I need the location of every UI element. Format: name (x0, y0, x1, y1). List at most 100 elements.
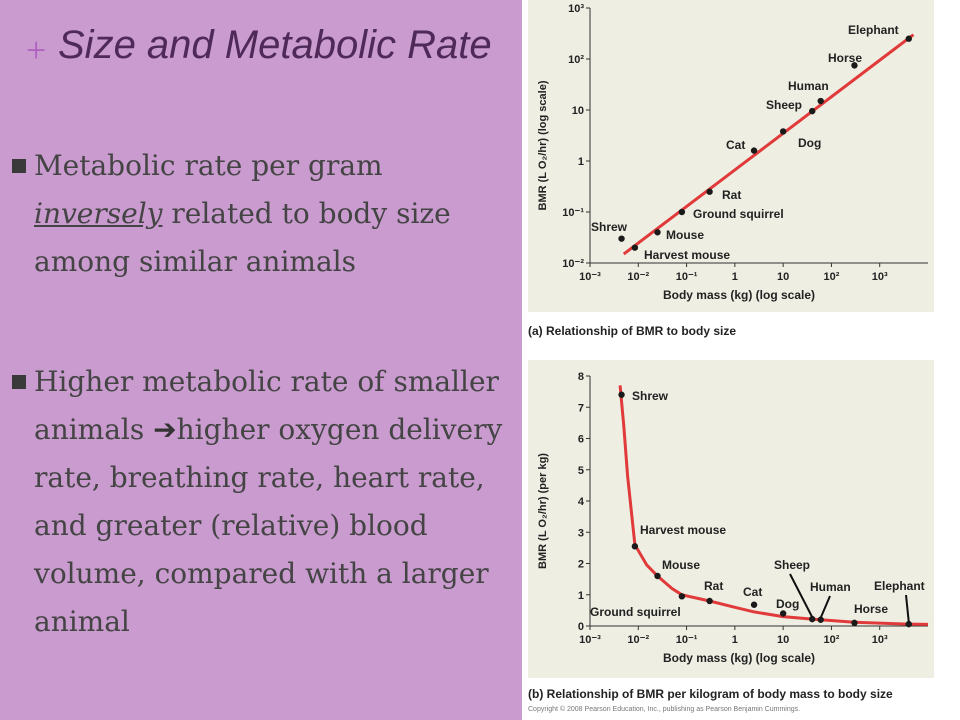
square-bullet-icon (12, 375, 26, 389)
y-tick-label: 1 (578, 156, 584, 168)
x-tick-label: 10⁻³ (579, 271, 601, 283)
square-bullet-icon (12, 159, 26, 173)
bullet-item-2: Higher metabolic rate of smaller animals… (12, 358, 510, 646)
x-axis-label: Body mass (kg) (log scale) (663, 651, 815, 665)
right-arrow-icon: ➔ (153, 413, 177, 446)
y-tick-label: 10 (572, 105, 584, 117)
x-tick-label: 10⁻¹ (676, 634, 698, 646)
y-tick-label: 10² (568, 54, 584, 66)
copyright-text: Copyright © 2008 Pearson Education, Inc.… (528, 706, 801, 713)
data-label-shrew: Shrew (591, 220, 628, 234)
data-label-rat: Rat (722, 188, 741, 202)
data-label-cat: Cat (743, 585, 762, 599)
data-point-dog (779, 610, 787, 617)
x-tick-label: 10 (777, 634, 789, 646)
y-tick-label: 6 (578, 434, 584, 446)
slide-title: Size and Metabolic Rate (58, 23, 492, 67)
y-tick-label: 1 (578, 590, 584, 602)
data-label-sheep: Sheep (774, 558, 810, 572)
data-point-dog (779, 128, 787, 135)
chart-a-bmr-vs-body-size: 10⁻³ 10⁻² 10⁻¹ 1 10 10² 10³10⁻²10⁻¹11010²10³Bo… (537, 3, 928, 302)
data-point-rat (706, 188, 713, 195)
data-point-ground-squirrel (678, 208, 686, 216)
data-point-shrew (618, 391, 625, 398)
data-label-human: Human (788, 79, 829, 93)
bullet-1-end: related to body size among similar anima… (34, 197, 451, 278)
chart-b-panel: 10⁻³ 10⁻² 10⁻¹ 1 10 10² 10³ 0 1 2 3 4 5 6 7 8 Body mass … (528, 360, 934, 678)
data-label-sheep: Sheep (766, 98, 802, 112)
bullet-text-1: Metabolic rate per gram inversely relate… (12, 142, 510, 286)
trend-line (622, 33, 915, 256)
data-point-harvest-mouse (631, 244, 639, 251)
data-point-horse (851, 619, 858, 627)
bullet-2-end: higher oxygen delivery rate, breathing r… (34, 413, 503, 638)
data-point-harvest-mouse (631, 543, 639, 550)
data-point-sheep (809, 107, 816, 115)
y-tick-label: 2 (578, 559, 584, 571)
data-point-elephant (905, 35, 912, 42)
y-tick-label: 8 (578, 371, 584, 383)
chart-a-caption: (a) Relationship of BMR to body size (528, 324, 737, 338)
bullet-2-start: Higher metabolic rate of smaller animals (34, 365, 499, 446)
data-point-horse (851, 62, 858, 69)
x-tick-label: 10⁻² (627, 634, 649, 646)
data-point-mouse (654, 572, 661, 580)
data-label-harvest-mouse: Harvest mouse (644, 248, 730, 262)
data-label-dog: Dog (798, 136, 821, 150)
pointer-line-sheep (789, 573, 814, 618)
bullet-1-emphasis: inversely (34, 197, 163, 230)
y-tick-label: 7 (578, 402, 584, 414)
x-tick-label: 1 (732, 271, 738, 283)
y-tick-label: 4 (578, 496, 585, 508)
data-label-elephant: Elephant (874, 579, 925, 593)
data-label-mouse: Mouse (662, 558, 700, 572)
data-point-elephant (905, 620, 912, 628)
chart-a-panel: 10⁻³ 10⁻² 10⁻¹ 1 10 10² 10³ 10⁻² 10⁻¹ 1 10 10² 10³ Bo… (528, 0, 934, 312)
x-tick-label: 10² (823, 634, 839, 646)
x-tick-label: 10⁻³ (579, 634, 601, 646)
y-tick-label: 5 (578, 465, 584, 477)
data-label-dog: Dog (776, 597, 799, 611)
data-point-ground-squirrel (678, 593, 686, 600)
y-tick-label: 10³ (568, 3, 584, 15)
x-axis-label: Body mass (kg) (log scale) (663, 288, 815, 302)
plus-icon: + (26, 30, 47, 70)
data-point-mouse (654, 229, 661, 236)
bullet-text-2: Higher metabolic rate of smaller animals… (12, 358, 510, 646)
x-tick-label: 1 (732, 634, 738, 646)
x-tick-label: 10⁻¹ (676, 271, 698, 283)
data-point-rat (706, 597, 713, 605)
pointer-line-elephant (905, 594, 910, 623)
data-label-harvest-mouse: Harvest mouse (640, 523, 726, 537)
bullet-1-start: Metabolic rate per gram (34, 149, 383, 182)
x-tick-label: 10³ (872, 271, 888, 283)
data-point-cat (750, 601, 758, 608)
data-point-human (817, 97, 824, 105)
y-axis-label: BMR (L O₂/hr) (log scale) (537, 80, 549, 210)
x-tick-label: 10³ (872, 634, 888, 646)
data-label-shrew: Shrew (632, 389, 669, 403)
x-tick-label: 10⁻² (627, 271, 649, 283)
data-label-ground-squirrel: Ground squirrel (590, 605, 681, 619)
y-tick-label: 10⁻¹ (562, 207, 584, 219)
data-label-human: Human (810, 580, 851, 594)
y-axis-label: BMR (L O₂/hr) (per kg) (537, 453, 549, 569)
data-point-human (817, 616, 824, 623)
pointer-line-human (819, 595, 831, 619)
data-label-horse: Horse (854, 602, 888, 616)
data-label-ground-squirrel: Ground squirrel (693, 207, 784, 221)
bullet-item-1: Metabolic rate per gram inversely relate… (12, 142, 510, 286)
data-label-horse: Horse (828, 51, 862, 65)
data-point-sheep (809, 615, 816, 623)
y-tick-label: 10⁻² (562, 258, 584, 270)
data-label-cat: Cat (726, 138, 745, 152)
data-point-cat (750, 147, 758, 154)
x-tick-label: 10² (823, 271, 839, 283)
slide-background-panel: + Size and Metabolic Rate Metabolic rate… (0, 0, 522, 720)
data-point-shrew (618, 235, 625, 242)
data-label-rat: Rat (704, 579, 723, 593)
y-tick-label: 3 (578, 527, 584, 539)
x-tick-label: 10 (777, 271, 789, 283)
y-tick-label: 0 (578, 621, 584, 633)
data-label-elephant: Elephant (848, 23, 899, 37)
